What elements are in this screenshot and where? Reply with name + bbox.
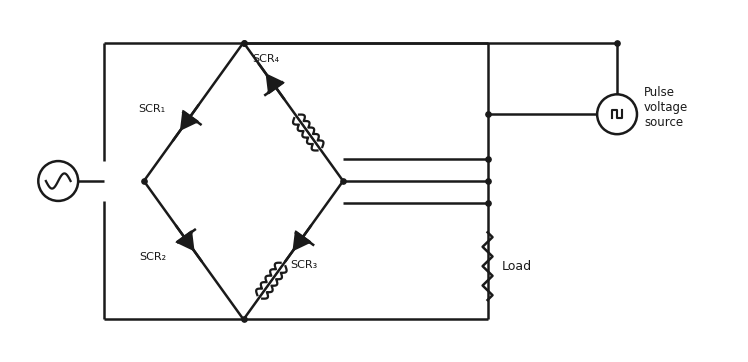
Text: SCR₃: SCR₃	[291, 260, 318, 270]
Polygon shape	[294, 232, 310, 249]
Text: SCR₁: SCR₁	[138, 104, 165, 114]
Text: Load: Load	[501, 260, 532, 273]
Text: SCR₄: SCR₄	[252, 54, 279, 64]
Text: SCR₂: SCR₂	[139, 252, 166, 262]
Polygon shape	[267, 75, 283, 92]
Polygon shape	[178, 232, 193, 249]
Polygon shape	[181, 112, 197, 129]
Text: Pulse
voltage
source: Pulse voltage source	[644, 86, 688, 129]
